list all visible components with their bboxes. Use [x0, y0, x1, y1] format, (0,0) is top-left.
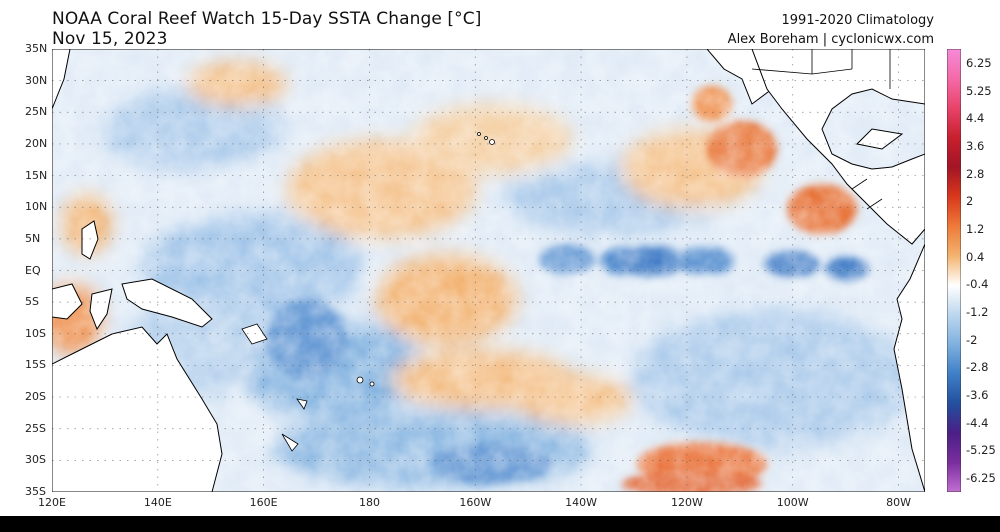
latitude-label: 10N [25, 200, 48, 214]
colorbar-tick-label: 0.4 [966, 249, 985, 264]
map-date: Nov 15, 2023 [52, 29, 168, 49]
colorbar-gradient [947, 49, 961, 492]
latitude-label: 15N [25, 168, 48, 182]
land-masses [52, 49, 925, 492]
colorbar-tick-label: -2 [966, 332, 978, 347]
longitude-label: 160E [249, 496, 278, 509]
longitude-label: 140W [565, 496, 598, 509]
small-island [369, 381, 375, 387]
latitude-label: 35S [25, 485, 46, 498]
latitude-label: 10S [25, 326, 46, 340]
colorbar-tick-label: -3.6 [966, 388, 989, 402]
fiji-island [296, 398, 308, 410]
longitude-label: 160W [459, 496, 492, 509]
philippines-island [81, 220, 99, 260]
colorbar-tick-label: -4.4 [966, 415, 989, 430]
latitude-label: 5N [25, 231, 41, 245]
credit-block: 1991-2020 Climatology Alex Boreham | cyc… [728, 11, 934, 49]
longitude-label: 120W [670, 496, 703, 509]
longitude-label: 80W [886, 496, 911, 509]
colorbar [947, 49, 961, 492]
cuba-island [855, 128, 904, 150]
country-borders [751, 49, 891, 210]
longitude-label: 180 [358, 496, 380, 509]
central-america-border [851, 178, 868, 190]
colorbar-tick-label: -0.4 [966, 277, 989, 292]
longitude-label: 140E [143, 496, 172, 509]
new-caledonia-island [281, 433, 299, 452]
colorbar-tick-label: 4.4 [966, 111, 985, 126]
colorbar-tick-label: 2.8 [966, 166, 985, 181]
title-block: NOAA Coral Reef Watch 15-Day SSTA Change… [52, 9, 481, 49]
latitude-label: 20N [25, 136, 48, 150]
colorbar-tick-label: 3.6 [966, 139, 985, 153]
latitude-label: 5S [25, 295, 39, 309]
map-title: NOAA Coral Reef Watch 15-Day SSTA Change… [52, 9, 482, 29]
colorbar-tick-label: -2.8 [966, 360, 989, 375]
colorbar-tick-label: -5.25 [966, 443, 996, 458]
latitude-label: 30S [25, 453, 46, 467]
bottom-bar [0, 516, 1000, 532]
graticule [52, 49, 925, 492]
colorbar-tick-label: -1.2 [966, 305, 989, 319]
colorbar-tick-label: 6.25 [966, 56, 992, 70]
latitude-label: 25N [25, 105, 48, 119]
map-area [52, 49, 925, 492]
small-island [356, 376, 364, 384]
colorbar-tick-label: 1.2 [966, 222, 985, 236]
hawaii-island [489, 139, 495, 145]
east-asia-coast [52, 49, 71, 110]
latitude-label: 30N [25, 73, 48, 87]
ssta-map [52, 49, 925, 492]
hawaii-island [484, 136, 488, 140]
hawaii-island [477, 132, 481, 136]
credit-label: Alex Boreham | cyclonicwx.com [727, 32, 934, 47]
colorbar-tick-label: -6.25 [966, 471, 996, 485]
colorbar-tick-label: 2 [966, 194, 974, 209]
latitude-label: 35N [25, 42, 48, 55]
latitude-label: 25S [25, 421, 46, 435]
baja-california-peninsula [706, 49, 773, 105]
latitude-label: 20S [25, 390, 46, 404]
new-guinea-island [121, 278, 213, 328]
latitude-label: 15S [25, 358, 46, 372]
north-america-landmass [751, 49, 925, 245]
borneo-island [52, 283, 83, 320]
south-america-landmass [893, 243, 925, 492]
colorbar-tick-label: 5.25 [966, 83, 992, 98]
latitude-label: EQ [25, 263, 41, 277]
climatology-label: 1991-2020 Climatology [781, 13, 934, 28]
sulawesi-island [89, 288, 113, 331]
longitude-label: 100W [776, 496, 809, 509]
longitude-label: 120E [38, 496, 66, 509]
